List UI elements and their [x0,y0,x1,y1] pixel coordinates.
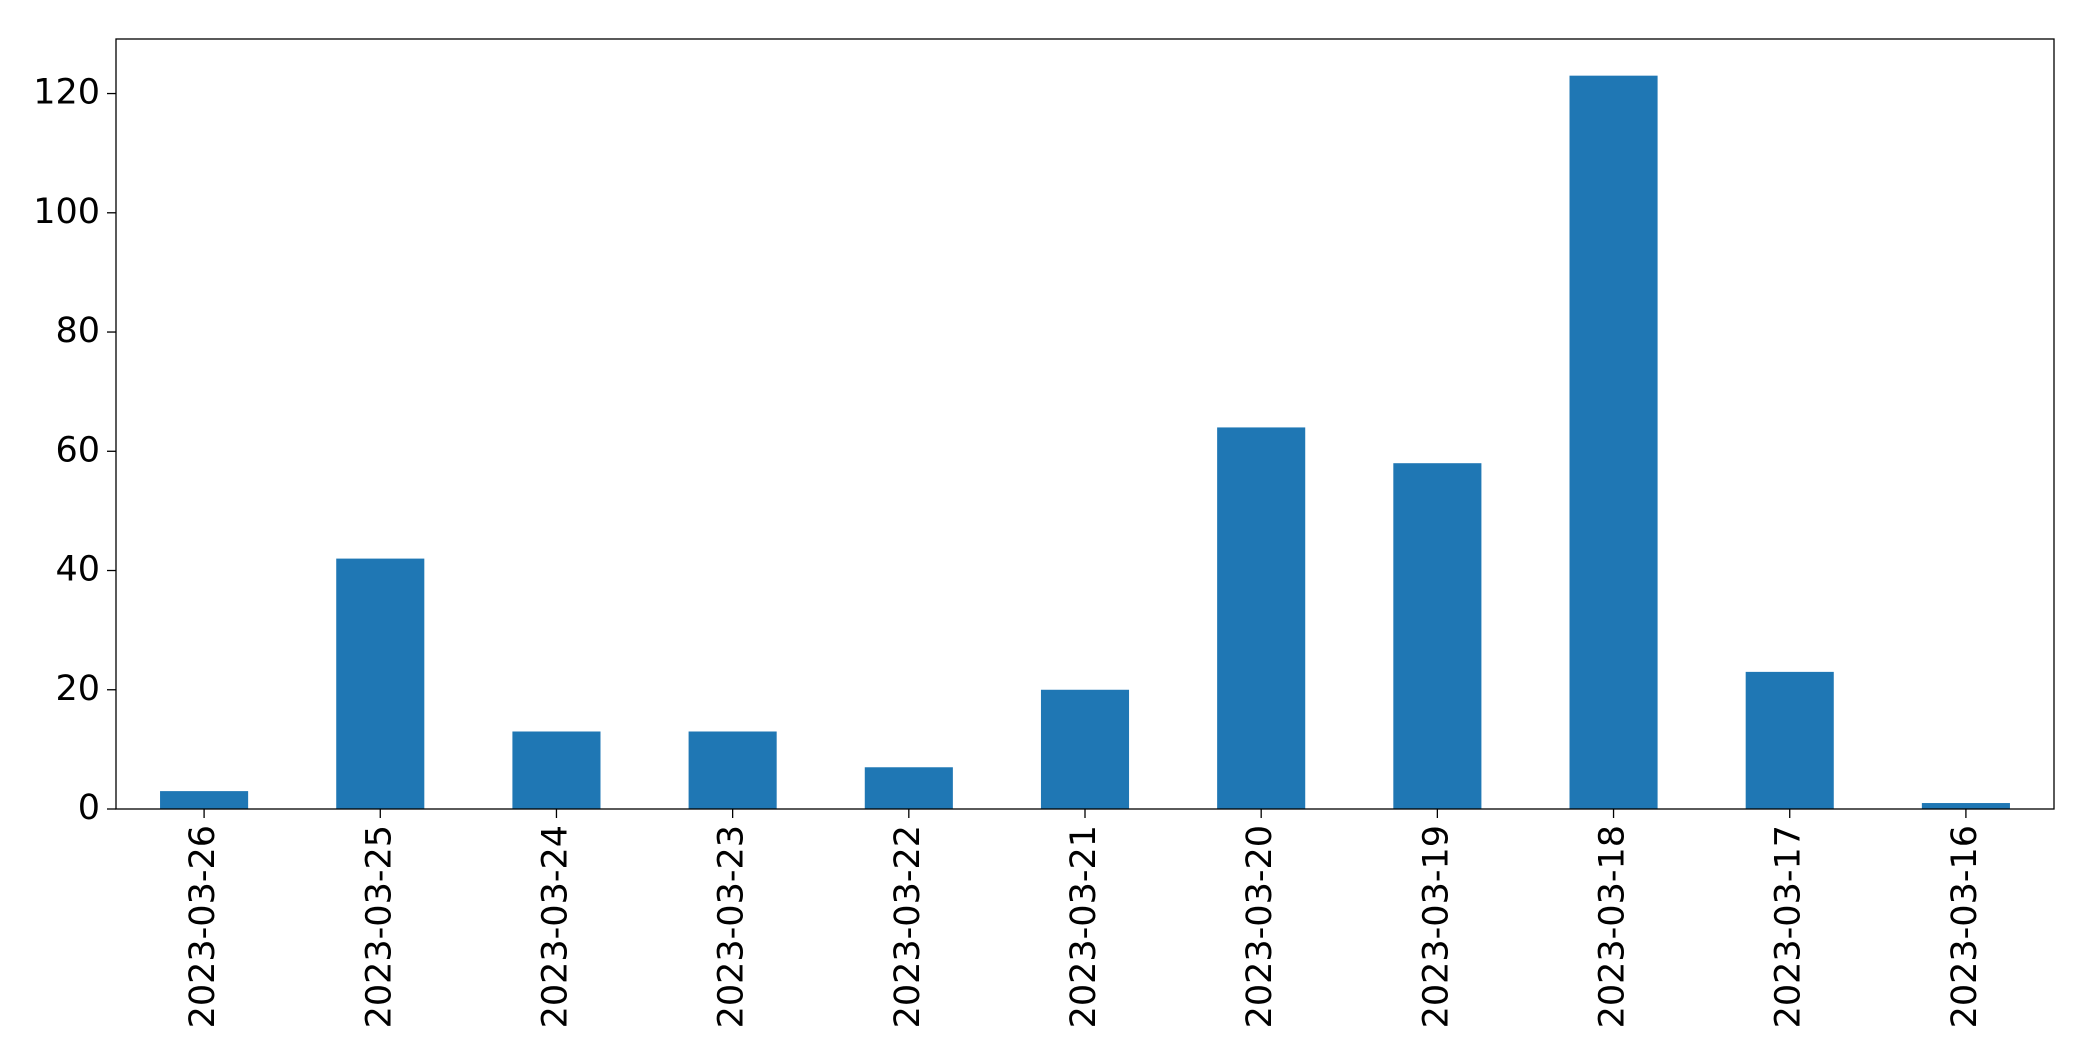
x-tick-label: 2023-03-23 [712,825,752,1028]
y-tick-label: 120 [33,73,100,113]
bar [336,558,425,809]
y-tick-label: 0 [78,788,100,828]
bar [1921,803,2010,809]
bar [864,767,953,809]
x-tick-label: 2023-03-20 [1240,825,1280,1028]
x-tick-label: 2023-03-19 [1416,825,1456,1028]
bar [160,791,249,809]
x-tick-label: 2023-03-21 [1064,825,1104,1028]
y-tick-label: 20 [55,669,100,709]
bar [512,731,601,809]
bar [1040,689,1130,809]
bar [1217,427,1306,809]
x-tick-label: 2023-03-16 [1945,825,1985,1028]
y-tick-label: 80 [55,311,100,351]
y-tick-label: 40 [55,550,100,590]
x-tick-label: 2023-03-24 [535,825,575,1028]
bar [688,731,777,809]
x-tick-label: 2023-03-25 [359,825,399,1028]
x-tick-label: 2023-03-22 [888,825,928,1028]
y-tick-label: 60 [55,430,100,470]
x-tick-label: 2023-03-17 [1769,825,1809,1028]
bar [1393,463,1482,809]
x-tick-label: 2023-03-26 [183,825,223,1028]
plot-frame [115,38,2055,810]
x-tick-label: 2023-03-18 [1593,825,1633,1028]
y-tick-label: 100 [33,192,100,232]
bar [1745,671,1834,809]
bar [1569,75,1658,809]
